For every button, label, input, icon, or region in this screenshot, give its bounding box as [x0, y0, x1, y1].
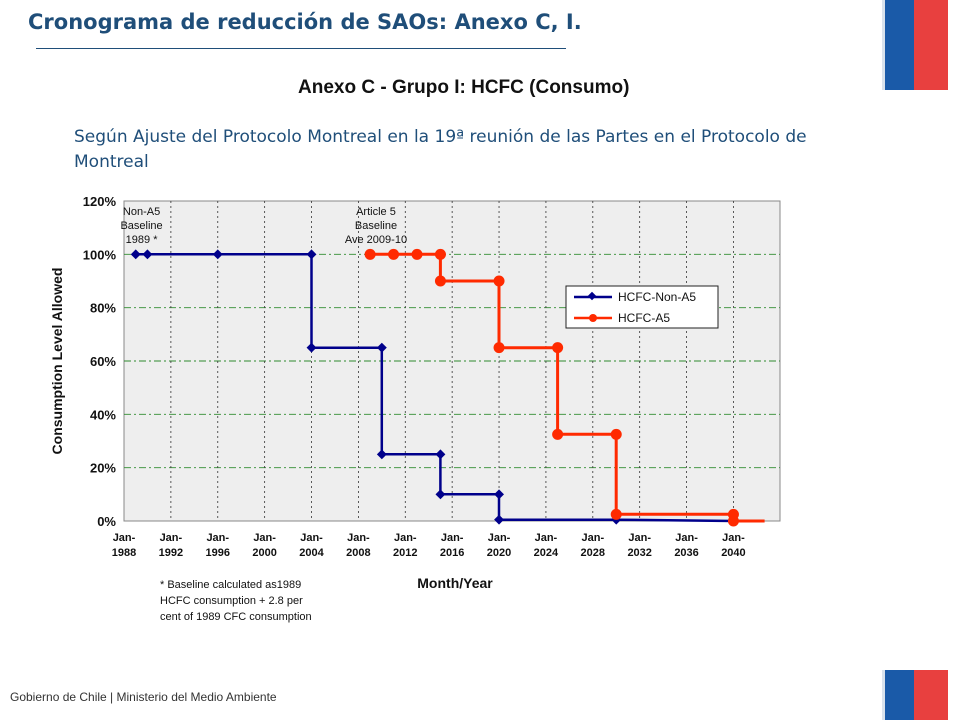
x-tick-label: 2036	[674, 547, 698, 559]
x-tick-label: 2016	[440, 547, 464, 559]
data-point-non-a5	[435, 489, 446, 500]
x-tick-label: Jan-	[300, 532, 323, 544]
chile-flag-logo-bottom	[882, 670, 948, 720]
data-point-a5	[610, 428, 622, 440]
data-point-a5	[434, 275, 446, 287]
description-text: Según Ajuste del Protocolo Montreal en l…	[74, 127, 807, 172]
data-point-a5	[610, 508, 622, 520]
annotation-non-a5-baseline: 1989 *	[126, 234, 159, 246]
y-tick-label: 40%	[90, 407, 116, 422]
x-tick-label: Jan-	[441, 532, 464, 544]
x-tick-label: 2012	[393, 547, 417, 559]
data-point-a5	[411, 248, 423, 260]
legend-marker-a5	[589, 314, 597, 322]
x-tick-label: 1992	[159, 547, 183, 559]
x-tick-label: Jan-	[488, 532, 511, 544]
legend-marker-non-a5	[587, 291, 597, 301]
data-point-non-a5	[376, 449, 387, 460]
grid-lines	[124, 201, 780, 521]
annotation-a5-baseline: Baseline	[355, 220, 397, 232]
footnote-line-2: HCFC consumption + 2.8 per	[160, 595, 303, 607]
data-point-a5	[388, 248, 400, 260]
footer-text: Gobierno de Chile | Ministerio del Medio…	[10, 690, 277, 704]
data-point-non-a5	[212, 249, 223, 260]
y-tick-label: 60%	[90, 354, 116, 369]
axis-labels: 0% 20% 40% 60% 80% 100% 120% Jan- 1988 Jan- 1992 Ja…	[83, 194, 746, 559]
y-tick-label: 80%	[90, 301, 116, 316]
data-point-a5	[493, 275, 505, 287]
x-tick-label: 2028	[581, 547, 605, 559]
page-title: Cronograma de reducción de SAOs: Anexo C…	[28, 10, 582, 34]
x-tick-label: Jan-	[253, 532, 276, 544]
title-divider	[36, 48, 566, 49]
x-tick-label: Jan-	[581, 532, 604, 544]
x-tick-label: Jan-	[347, 532, 370, 544]
series-lines	[130, 248, 765, 527]
x-tick-label: 1996	[206, 547, 230, 559]
annotation-non-a5-baseline: Non-A5	[123, 206, 160, 218]
footnote-line-1: * Baseline calculated as1989	[160, 579, 301, 591]
data-point-non-a5	[494, 514, 504, 525]
y-tick-label: 20%	[90, 461, 116, 476]
footnote: * Baseline calculated as1989 HCFC consum…	[160, 579, 312, 623]
annex-caption: Anexo C - Grupo I: HCFC (Consumo)	[298, 77, 630, 98]
chile-flag-logo-top	[882, 0, 948, 90]
legend: HCFC-Non-A5 HCFC-A5	[565, 285, 719, 329]
footnote-line-3: cent of 1989 CFC consumption	[160, 611, 312, 623]
y-tick-label: 100%	[83, 247, 117, 262]
y-tick-label: 120%	[83, 194, 117, 209]
x-tick-label: 2008	[346, 547, 370, 559]
data-point-a5	[493, 342, 505, 354]
data-point-non-a5	[130, 249, 141, 260]
x-tick-label: 2020	[487, 547, 511, 559]
x-tick-label: Jan-	[535, 532, 558, 544]
data-point-a5	[434, 248, 446, 260]
x-tick-label: Jan-	[675, 532, 698, 544]
annotation-a5-baseline: Article 5	[356, 206, 396, 218]
data-point-non-a5	[306, 342, 317, 353]
y-axis-title: Consumption Level Allowed	[49, 268, 65, 455]
x-tick-label: Jan-	[206, 532, 229, 544]
x-tick-label: 2040	[721, 547, 745, 559]
x-tick-label: Jan-	[722, 532, 745, 544]
x-tick-label: 2000	[252, 547, 276, 559]
y-tick-label: 0%	[97, 514, 116, 529]
data-point-a5	[552, 342, 564, 354]
x-tick-label: Jan-	[160, 532, 183, 544]
x-tick-label: Jan-	[394, 532, 417, 544]
legend-label-a5: HCFC-A5	[618, 311, 670, 325]
x-tick-label: 2024	[534, 547, 559, 559]
legend-label-non-a5: HCFC-Non-A5	[618, 290, 696, 304]
data-point-non-a5	[376, 342, 387, 353]
annotation-a5-baseline: Ave 2009-10	[345, 234, 407, 246]
annotations: Non-A5 Baseline 1989 * Article 5 Baseline Ave…	[120, 206, 407, 246]
data-point-a5	[552, 428, 564, 440]
x-tick-label: Jan-	[628, 532, 651, 544]
x-tick-label: Jan-	[113, 532, 136, 544]
data-point-a5	[727, 515, 739, 527]
x-tick-label: 1988	[112, 547, 136, 559]
x-tick-label: 2004	[299, 547, 324, 559]
data-point-non-a5	[435, 449, 446, 460]
x-tick-label: 2032	[627, 547, 651, 559]
annotation-non-a5-baseline: Baseline	[120, 220, 162, 232]
data-point-non-a5	[142, 249, 153, 260]
data-point-non-a5	[494, 489, 504, 500]
x-axis-title: Month/Year	[417, 575, 493, 591]
data-point-a5	[364, 248, 376, 260]
